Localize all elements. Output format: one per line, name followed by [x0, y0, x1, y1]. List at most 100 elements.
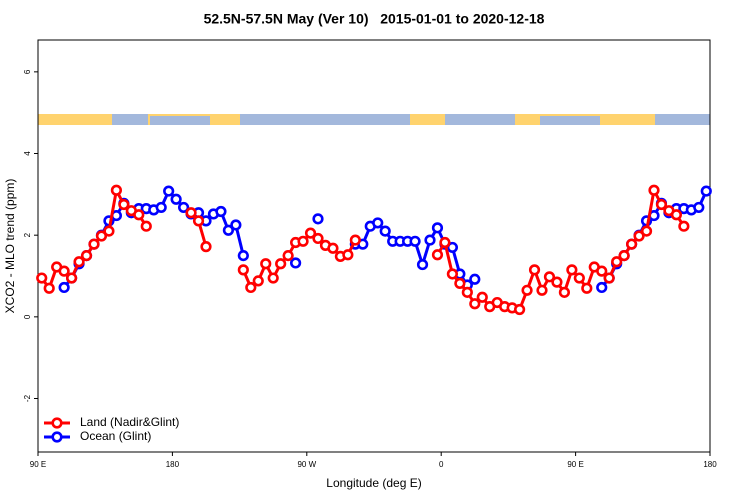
data-point: [603, 272, 615, 284]
data-point: [342, 249, 354, 261]
data-point: [596, 281, 608, 294]
data-point: [640, 225, 653, 237]
data-point: [297, 235, 309, 247]
data-point: [513, 303, 526, 316]
data-point: [304, 227, 317, 239]
data-point: [469, 298, 481, 310]
x-tick-label: 180: [166, 460, 180, 469]
data-point: [655, 198, 668, 211]
y-tick-label: 0: [23, 314, 32, 319]
x-tick-label: 180: [703, 460, 717, 469]
y-tick-label: 4: [23, 151, 32, 156]
ocean-patch: [240, 114, 410, 125]
data-point: [521, 284, 533, 296]
data-point: [260, 258, 272, 270]
x-tick-label: 90 E: [30, 460, 46, 469]
data-point: [140, 220, 152, 232]
data-point: [222, 224, 234, 236]
data-point: [95, 230, 108, 242]
data-point: [349, 234, 361, 246]
data-point: [439, 236, 451, 249]
data-point: [700, 185, 712, 197]
data-point: [528, 264, 541, 276]
data-point: [618, 249, 630, 262]
ocean-patch: [150, 116, 210, 125]
data-point: [693, 201, 705, 214]
data-point: [245, 281, 257, 294]
data-point: [192, 215, 205, 227]
y-tick-label: -2: [23, 394, 32, 402]
data-point: [267, 272, 279, 284]
data-point: [178, 201, 190, 214]
y-axis-label: XCO2 - MLO trend (ppm): [3, 179, 17, 314]
data-point: [252, 275, 264, 287]
data-point: [163, 185, 175, 197]
data-point: [185, 207, 197, 219]
data-point: [275, 258, 287, 270]
chart-title: 52.5N-57.5N May (Ver 10) 2015-01-01 to 2…: [204, 11, 545, 27]
data-point: [431, 249, 444, 261]
data-point: [43, 282, 55, 294]
data-point: [237, 264, 249, 276]
data-point: [596, 265, 608, 277]
data-point: [170, 193, 182, 205]
data-point: [58, 281, 70, 294]
map-strip: [38, 114, 710, 125]
data-point: [282, 249, 294, 262]
data-point: [446, 268, 459, 280]
data-point: [237, 249, 249, 262]
data-point: [312, 232, 324, 245]
data-point: [581, 282, 593, 294]
data-point: [312, 213, 324, 225]
legend-marker: [51, 431, 63, 443]
data-point: [73, 256, 85, 268]
data-point: [461, 286, 473, 298]
x-tick-label: 0: [439, 460, 444, 469]
data-point: [215, 205, 227, 218]
series: [36, 184, 690, 316]
legend-label: Ocean (Glint): [80, 429, 151, 443]
data-point: [566, 264, 578, 276]
data-point: [118, 198, 130, 211]
data-point: [625, 238, 638, 250]
data-point: [409, 235, 421, 247]
data-point: [58, 265, 70, 277]
legend-label: Land (Nadir&Glint): [80, 415, 179, 429]
data-point: [476, 291, 488, 303]
data-point: [670, 209, 683, 221]
data-point: [573, 272, 585, 284]
data-point: [379, 225, 391, 237]
data-point: [290, 257, 302, 269]
plot-frame: [37, 39, 711, 453]
data-point: [372, 217, 384, 229]
data-point: [327, 242, 339, 254]
data-point: [65, 272, 78, 284]
data-point: [648, 184, 660, 196]
data-point: [110, 184, 122, 196]
data-point: [611, 256, 623, 268]
data-point: [103, 225, 115, 237]
data-point: [678, 220, 690, 232]
x-tick-label: 90 E: [567, 460, 583, 469]
data-point: [446, 241, 459, 254]
data-point: [543, 271, 556, 283]
data-point: [230, 219, 242, 231]
ocean-patch: [655, 114, 710, 125]
x-axis-label: Longitude (deg E): [326, 476, 421, 490]
ocean-patch: [540, 116, 600, 125]
data-point: [416, 258, 429, 271]
data-point: [133, 209, 145, 221]
data-point: [454, 277, 466, 289]
data-point: [36, 272, 48, 284]
data-point: [551, 276, 563, 288]
ocean-patch: [112, 114, 148, 125]
data-point: [633, 230, 645, 242]
data-point: [80, 249, 93, 262]
x-tick-label: 90 W: [297, 460, 316, 469]
ocean-patch: [445, 114, 515, 125]
data-point: [424, 234, 436, 246]
y-tick-label: 6: [23, 69, 32, 74]
y-tick-label: 2: [23, 232, 32, 237]
data-point: [88, 238, 100, 250]
